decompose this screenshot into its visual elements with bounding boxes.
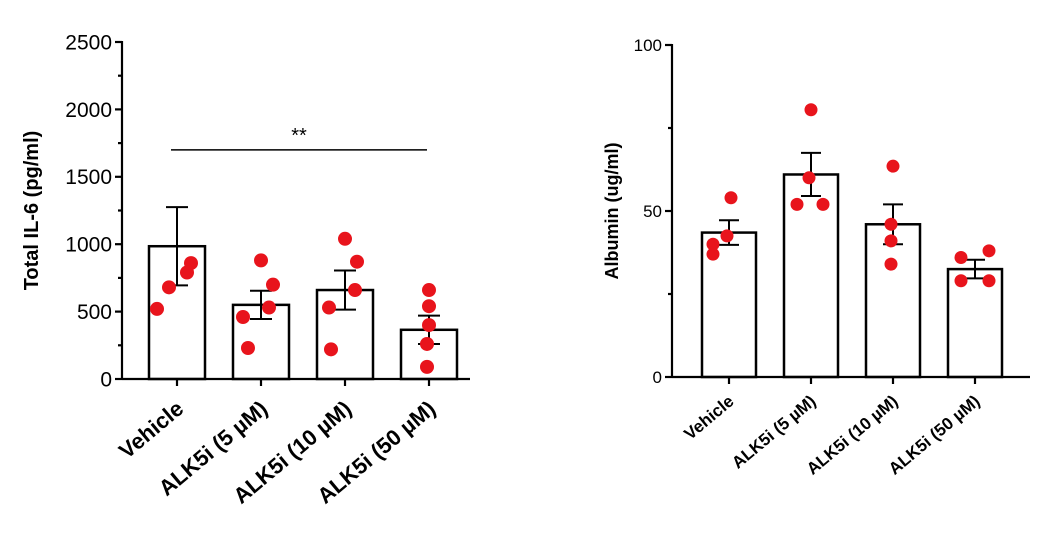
data-point — [724, 191, 738, 205]
data-point — [720, 229, 734, 243]
data-point — [266, 277, 280, 292]
data-point — [348, 283, 362, 298]
y-tick-label: 100 — [634, 36, 662, 55]
data-point — [816, 197, 830, 211]
data-point — [804, 103, 818, 117]
data-point — [262, 300, 276, 315]
y-tick-label: 50 — [643, 202, 662, 221]
y-tick-label: 500 — [77, 301, 112, 324]
data-point — [802, 171, 816, 185]
y-tick-label: 2500 — [65, 31, 112, 54]
data-point — [338, 231, 352, 246]
data-point — [420, 359, 434, 374]
data-point — [706, 237, 720, 251]
data-point — [886, 159, 900, 173]
data-point — [150, 301, 164, 316]
data-point — [884, 234, 898, 248]
significance-label: ** — [291, 125, 307, 147]
data-point — [162, 280, 176, 295]
data-point — [254, 253, 268, 268]
data-point — [324, 342, 338, 357]
y-tick-label: 2000 — [65, 99, 112, 122]
y-tick-label: 0 — [653, 368, 662, 387]
data-point — [241, 340, 255, 355]
category-label: Vehicle — [680, 392, 737, 444]
bar — [864, 223, 922, 379]
category-label: Vehicle — [114, 396, 188, 464]
data-point — [706, 247, 720, 261]
data-point — [322, 300, 336, 315]
data-point — [422, 318, 436, 333]
y-tick-label: 0 — [100, 368, 112, 391]
data-point — [422, 283, 436, 298]
data-point — [884, 217, 898, 231]
y-tick-label: 1000 — [65, 234, 112, 257]
data-point — [184, 256, 198, 271]
y-axis-label: Total IL-6 (pg/ml) — [21, 131, 43, 291]
data-point — [954, 274, 968, 288]
data-point — [982, 274, 996, 288]
data-point — [884, 257, 898, 271]
y-axis-label: Albumin (ug/ml) — [602, 143, 622, 280]
data-point — [954, 250, 968, 264]
data-point — [350, 254, 364, 269]
data-point — [982, 244, 996, 258]
data-point — [422, 299, 436, 314]
bar — [946, 267, 1004, 379]
data-point — [236, 309, 250, 324]
y-tick-label: 1500 — [65, 166, 112, 189]
data-point — [790, 197, 804, 211]
data-point — [420, 336, 434, 351]
